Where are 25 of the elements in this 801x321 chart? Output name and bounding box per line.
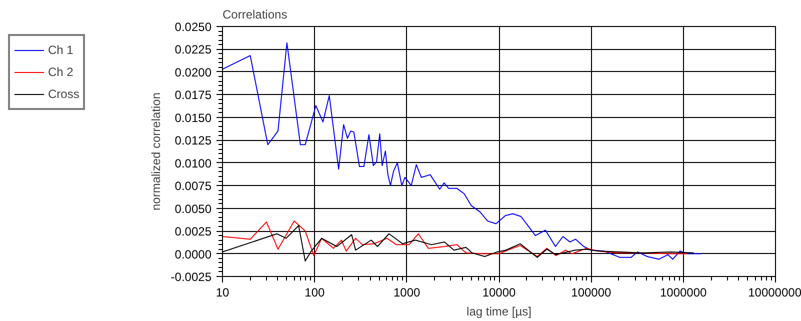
legend-label: Ch 1 (48, 43, 74, 57)
y-tick-label: -0.0025 (170, 270, 212, 284)
y-tick-label: 0.0225 (174, 42, 212, 57)
y-tick-label: 0.0025 (174, 224, 212, 239)
y-tick-label: 0.0000 (174, 247, 212, 262)
legend-label: Ch 2 (48, 65, 74, 79)
y-tick-label: 0.0125 (174, 134, 212, 148)
x-tick-label: 100 (304, 286, 326, 300)
y-tick-label: 0.0075 (174, 179, 212, 194)
y-tick-label: 0.0250 (174, 20, 212, 34)
y-tick-label: 0.0175 (174, 88, 212, 102)
x-axis-title: lag time [µs] (466, 304, 532, 318)
legend-label: Cross (48, 87, 80, 101)
x-tick-label: 1000 (393, 286, 421, 300)
x-tick-label: 1000000 (660, 286, 708, 300)
y-tick-label: 0.0050 (174, 202, 212, 216)
y-tick-label: 0.0100 (174, 156, 212, 170)
x-tick-label: 100000 (571, 286, 612, 300)
x-tick-label: 10000000 (748, 286, 801, 300)
y-tick-label: 0.0150 (174, 110, 212, 125)
chart-title: Correlations (222, 8, 288, 22)
y-tick-label: 0.0200 (174, 65, 212, 80)
x-tick-label: 10 (216, 286, 230, 300)
y-axis-title: normalized correlation (148, 92, 163, 211)
x-tick-label: 10000 (482, 286, 516, 300)
